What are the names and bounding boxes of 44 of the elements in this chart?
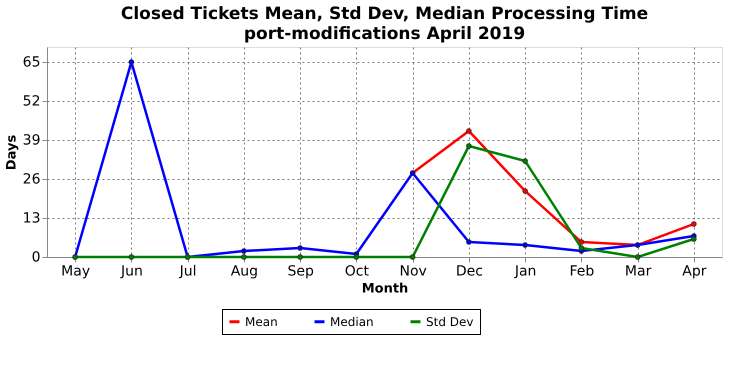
x-tick-label: Sep bbox=[287, 264, 314, 280]
point bbox=[578, 245, 584, 251]
x-tick-label: Mar bbox=[624, 264, 652, 280]
x-tick-label: Oct bbox=[344, 264, 370, 280]
point bbox=[410, 254, 416, 260]
point bbox=[522, 242, 528, 248]
chart-title: Closed Tickets Mean, Std Dev, Median Processing Time bbox=[120, 4, 648, 24]
y-tick-label: 52 bbox=[22, 94, 40, 110]
y-axis-title: Days bbox=[4, 134, 20, 170]
x-tick-label: May bbox=[61, 264, 90, 280]
point bbox=[634, 254, 640, 260]
x-tick-label: Nov bbox=[399, 264, 427, 280]
legend-label: Median bbox=[330, 314, 374, 329]
chart-subtitle: port-modifications April 2019 bbox=[244, 24, 526, 44]
point bbox=[522, 188, 528, 194]
point bbox=[241, 248, 247, 254]
y-tick-label: 65 bbox=[22, 54, 40, 70]
point bbox=[297, 245, 303, 251]
legend-label: Std Dev bbox=[426, 314, 474, 329]
point bbox=[466, 128, 472, 134]
point bbox=[128, 254, 134, 260]
point bbox=[354, 254, 360, 260]
x-tick-label: Feb bbox=[569, 264, 594, 280]
point bbox=[466, 239, 472, 245]
y-tick-label: 39 bbox=[22, 132, 40, 148]
x-tick-label: Apr bbox=[682, 264, 707, 280]
legend-label: Mean bbox=[245, 314, 278, 329]
y-tick-label: 26 bbox=[22, 172, 41, 188]
x-tick-label: Aug bbox=[230, 264, 258, 280]
point bbox=[297, 254, 303, 260]
y-tick-label: 13 bbox=[22, 210, 40, 226]
point bbox=[128, 59, 134, 65]
point bbox=[466, 143, 472, 149]
point bbox=[241, 254, 247, 260]
x-tick-label: Jul bbox=[178, 264, 197, 280]
x-tick-label: Dec bbox=[456, 264, 483, 280]
point bbox=[578, 239, 584, 245]
point bbox=[691, 221, 697, 227]
x-tick-label: Jun bbox=[120, 264, 143, 280]
x-tick-label: Jan bbox=[514, 264, 536, 280]
point bbox=[522, 158, 528, 164]
y-tick-label: 0 bbox=[32, 250, 40, 266]
x-axis-title: Month bbox=[362, 282, 408, 296]
point bbox=[691, 236, 697, 242]
